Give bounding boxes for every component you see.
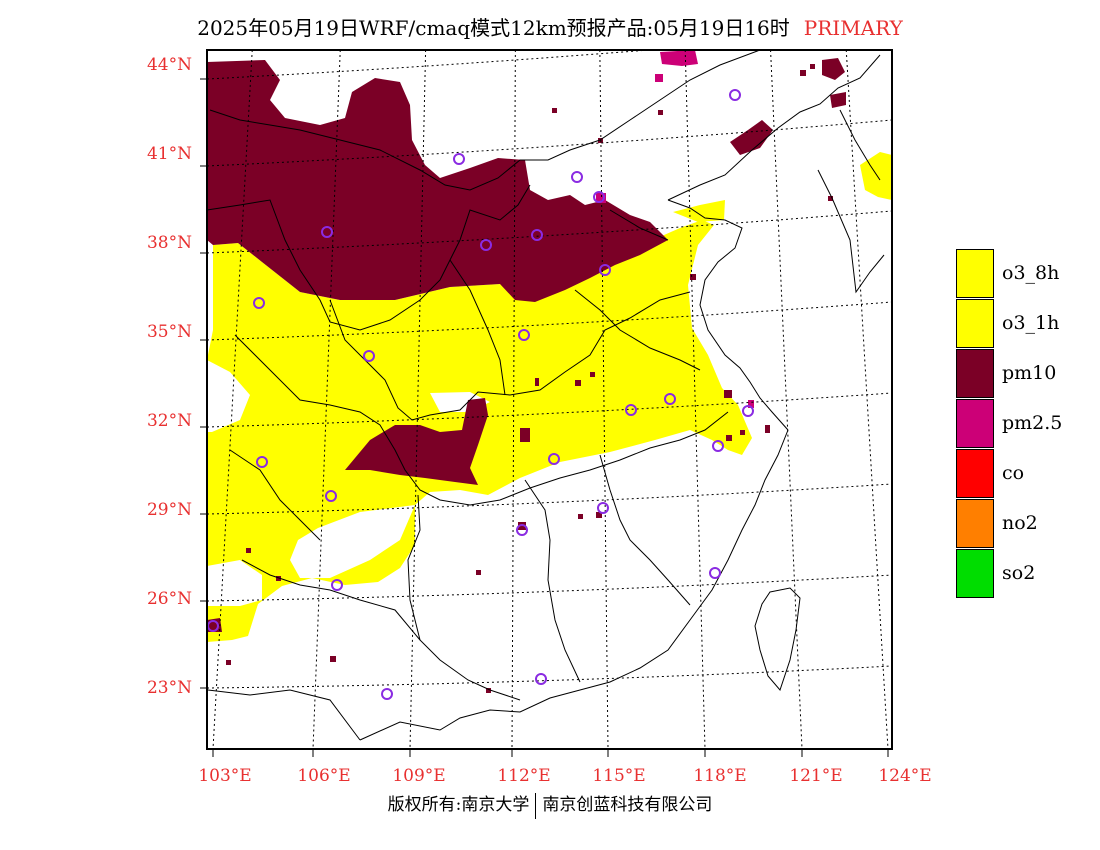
legend-swatch xyxy=(956,349,994,398)
lat-label-44: 44°N xyxy=(146,55,192,75)
lat-label-29: 29°N xyxy=(146,500,192,520)
lon-label-112: 112°E xyxy=(497,766,551,786)
longitude-line xyxy=(684,50,706,749)
legend-item-pm25: pm2.5 xyxy=(956,399,1096,449)
station-marker xyxy=(453,153,465,165)
legend-item-co: co xyxy=(956,449,1096,499)
lat-label-32: 32°N xyxy=(146,411,192,431)
latitude-line xyxy=(207,665,892,689)
station-marker xyxy=(571,171,583,183)
station-marker xyxy=(729,89,741,101)
station-marker xyxy=(535,673,547,685)
longitude-line xyxy=(845,50,889,749)
station-marker xyxy=(597,502,609,514)
legend-label: co xyxy=(1002,462,1025,484)
station-marker xyxy=(253,297,265,309)
footer-divider xyxy=(535,792,537,819)
map-title: 2025年05月19日WRF/cmaq模式12km预报产品:05月19日16时 P… xyxy=(0,12,1100,41)
station-marker xyxy=(518,329,530,341)
station-marker xyxy=(742,405,754,417)
lon-label-118: 118°E xyxy=(693,766,747,786)
legend-swatch xyxy=(956,299,994,348)
legend-swatch xyxy=(956,499,994,548)
legend-swatch xyxy=(956,249,994,298)
latitude-line xyxy=(207,50,655,80)
longitude-line xyxy=(409,50,427,749)
footer-left: 版权所有:南京大学 xyxy=(387,795,530,815)
lon-label-109: 109°E xyxy=(392,766,446,786)
legend-label: o3_1h xyxy=(1002,312,1060,334)
longitude-line xyxy=(599,50,609,749)
lon-label-106: 106°E xyxy=(297,766,351,786)
legend-swatch xyxy=(956,399,994,448)
station-marker xyxy=(381,688,393,700)
lon-label-124: 124°E xyxy=(878,766,932,786)
station-marker xyxy=(256,456,268,468)
copyright-footer: 版权所有:南京大学 南京创蓝科技有限公司 xyxy=(0,790,1100,819)
station-marker xyxy=(599,264,611,276)
lat-label-41: 41°N xyxy=(146,144,192,164)
monitoring-stations xyxy=(207,89,754,700)
station-marker xyxy=(480,239,492,251)
longitude-line xyxy=(312,50,341,749)
legend-item-no2: no2 xyxy=(956,499,1096,549)
legend-swatch xyxy=(956,549,994,598)
lon-label-115: 115°E xyxy=(592,766,646,786)
lat-label-23: 23°N xyxy=(146,678,192,698)
legend-item-o3-1h: o3_1h xyxy=(956,299,1096,349)
pm25-region xyxy=(596,50,754,408)
title-tag: PRIMARY xyxy=(803,16,903,40)
title-text: 2025年05月19日WRF/cmaq模式12km预报产品:05月19日16时 xyxy=(197,16,790,40)
longitude-line xyxy=(511,50,516,749)
legend-item-pm10: pm10 xyxy=(956,349,1096,399)
station-marker xyxy=(331,579,343,591)
station-marker xyxy=(325,490,337,502)
station-marker xyxy=(625,404,637,416)
legend-label: pm2.5 xyxy=(1002,412,1063,434)
longitude-line xyxy=(212,50,253,749)
graticule xyxy=(207,50,892,749)
lat-label-26: 26°N xyxy=(146,589,192,609)
map-frame xyxy=(206,49,893,750)
station-marker xyxy=(548,453,560,465)
station-marker xyxy=(363,350,375,362)
lon-label-103: 103°E xyxy=(198,766,252,786)
station-marker xyxy=(712,440,724,452)
station-marker xyxy=(321,226,333,238)
lat-label-35: 35°N xyxy=(146,322,192,342)
station-marker xyxy=(531,229,543,241)
station-marker xyxy=(709,567,721,579)
legend-item-so2: so2 xyxy=(956,549,1096,599)
dots xyxy=(226,64,833,693)
legend-item-o3-8h: o3_8h xyxy=(956,249,1096,299)
station-marker xyxy=(593,191,605,203)
legend-swatch xyxy=(956,449,994,498)
white-holes xyxy=(207,360,490,606)
lon-label-121: 121°E xyxy=(789,766,843,786)
legend: o3_8h o3_1h pm10 pm2.5 co no2 so2 xyxy=(956,249,1096,599)
legend-label: so2 xyxy=(1002,562,1036,584)
legend-label: o3_8h xyxy=(1002,262,1060,284)
boundaries xyxy=(207,50,885,741)
lat-label-38: 38°N xyxy=(146,233,192,253)
station-marker xyxy=(664,393,676,405)
longitude-line xyxy=(770,50,803,749)
legend-label: pm10 xyxy=(1002,362,1057,384)
footer-right: 南京创蓝科技有限公司 xyxy=(542,795,713,815)
legend-label: no2 xyxy=(1002,512,1038,534)
station-marker xyxy=(516,524,528,536)
